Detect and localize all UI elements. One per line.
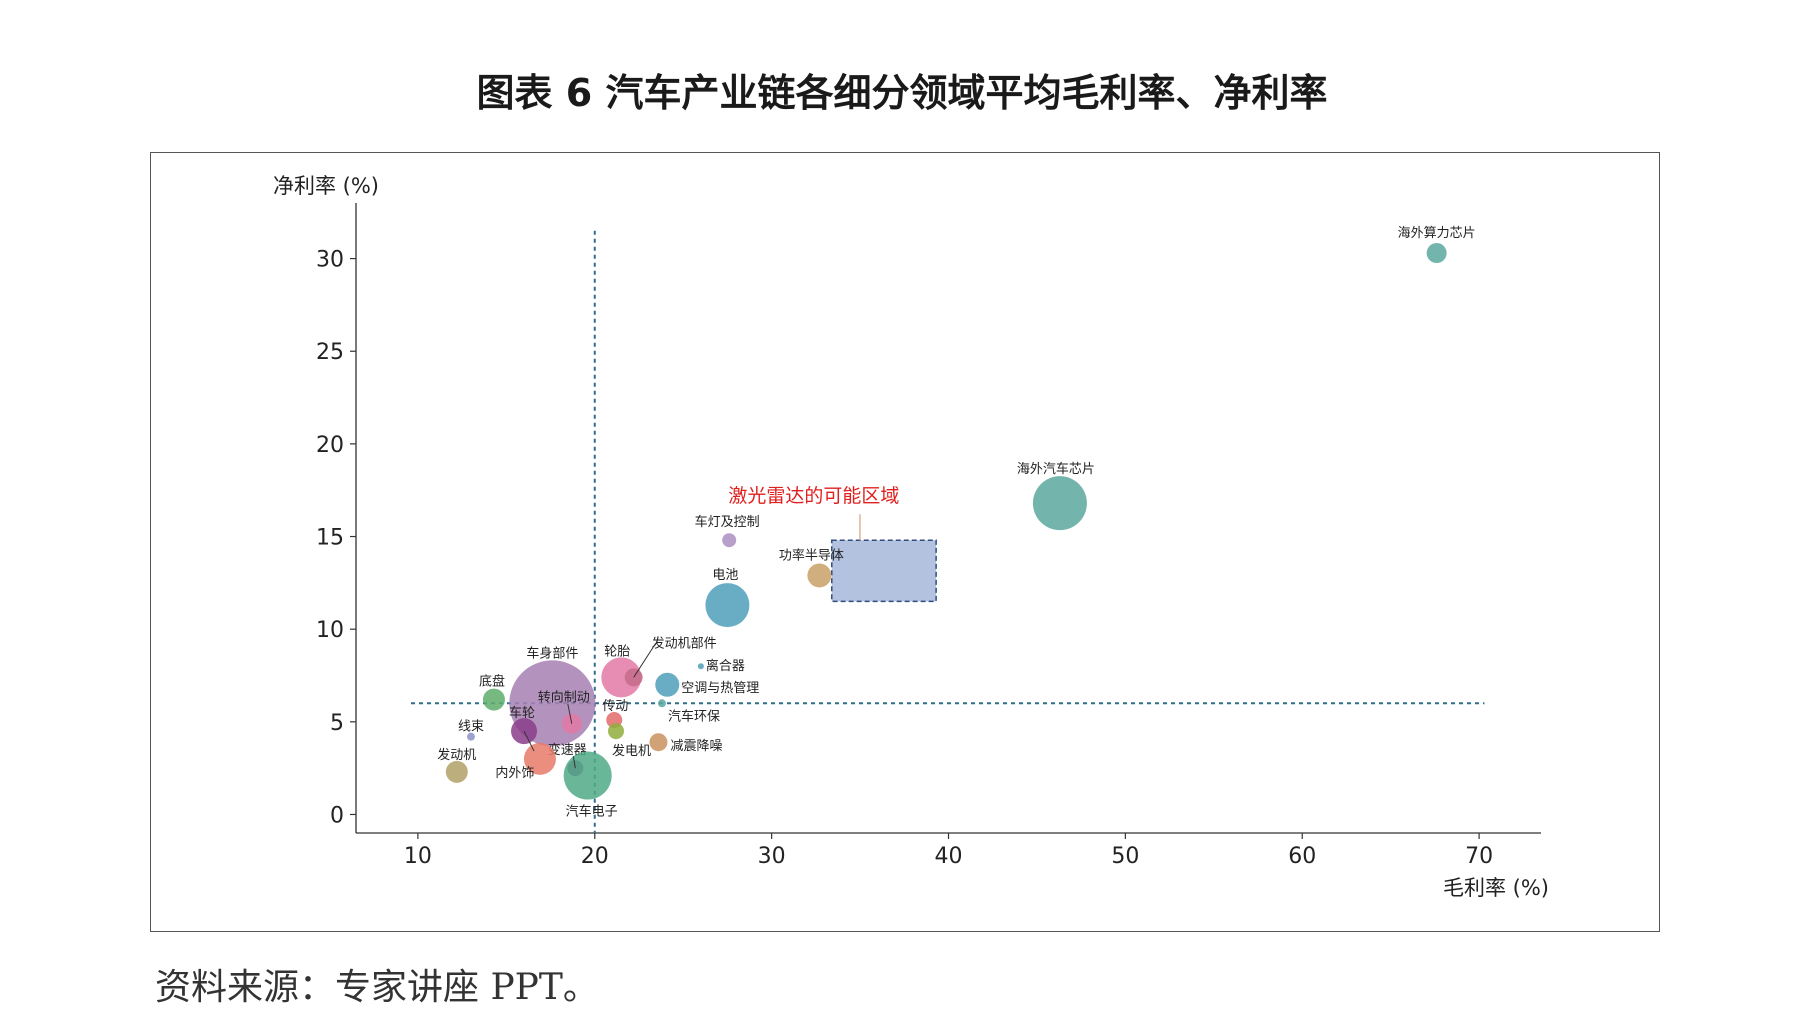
point-label: 转向制动 [538,690,590,706]
x-tick-label: 30 [758,844,786,869]
point-label: 发动机 [437,747,476,763]
chart-title: 图表 6 汽车产业链各细分领域平均毛利率、净利率 [476,71,1328,115]
bubble-point [1032,476,1087,531]
x-tick-label: 10 [404,844,432,869]
point-label: 电池 [712,568,738,583]
point-label: 离合器 [706,658,745,674]
x-axis-title: 毛利率 (%) [1443,876,1549,900]
bubble-point [697,663,704,670]
y-tick-label: 30 [316,248,344,273]
chart-frame: 10 20 30 40 50 60 70 0 5 10 15 20 25 30 净利率 (%) 毛利率 (%)… [150,152,1660,932]
point-label: 发电机 [612,743,651,759]
point-label: 轮胎 [604,644,630,659]
bubble-point [649,733,668,752]
point-label: 车轮 [509,705,535,721]
bubble-point [624,668,643,687]
bubble-point [445,760,468,783]
bubble-point [466,732,475,741]
bubble-point [601,657,642,698]
point-label: 线束 [458,720,484,735]
point-label: 功率半导体 [779,547,844,563]
point-label: 传动 [602,699,628,714]
scatter-chart: 10 20 30 40 50 60 70 0 5 10 15 20 25 30 净利率 (%) 毛利率 (%)… [273,174,1549,900]
bubble-point [657,699,666,708]
x-tick-label: 70 [1465,844,1493,869]
point-label: 减震降噪 [670,739,722,754]
y-axis-title: 净利率 (%) [273,174,379,198]
bubble-point [607,723,624,740]
point-label: 车身部件 [526,645,578,661]
lidar-region [831,539,937,603]
y-tick-label: 25 [316,340,344,365]
bubble-point [722,533,737,548]
bubble-point [482,688,505,711]
y-tick-label: 10 [316,618,344,643]
point-label: 车灯及控制 [695,514,760,530]
label-leader-line [572,756,576,769]
y-tick-label: 15 [316,526,344,551]
x-tick-label: 40 [935,844,963,869]
label-leader-line [523,730,535,752]
bubble-point [1426,243,1447,264]
point-label: 空调与热管理 [681,681,759,696]
y-tick-label: 20 [316,433,344,458]
point-label: 发动机部件 [652,635,717,651]
label-leader-line [633,643,657,678]
y-tick-label: 0 [330,803,344,828]
region-label: 激光雷达的可能区域 [728,485,899,507]
point-label: 海外算力芯片 [1398,226,1476,241]
source-note: 资料来源：专家讲座 PPT。 [155,967,599,1008]
point-label: 汽车电子 [566,804,618,820]
x-tick-label: 60 [1288,844,1316,869]
x-tick-label: 50 [1111,844,1139,869]
label-leader-line [567,703,573,724]
bubble-point [705,583,750,628]
bubble-point [807,563,832,588]
bubble-point [563,751,612,800]
point-label: 海外汽车芯片 [1017,461,1095,477]
bubble-point [655,672,680,697]
x-tick-label: 20 [581,844,609,869]
point-label: 汽车环保 [668,708,720,724]
bubble-point [523,742,556,775]
y-tick-label: 5 [330,711,344,736]
point-label: 内外饰 [495,765,534,781]
point-label: 底盘 [479,674,505,690]
